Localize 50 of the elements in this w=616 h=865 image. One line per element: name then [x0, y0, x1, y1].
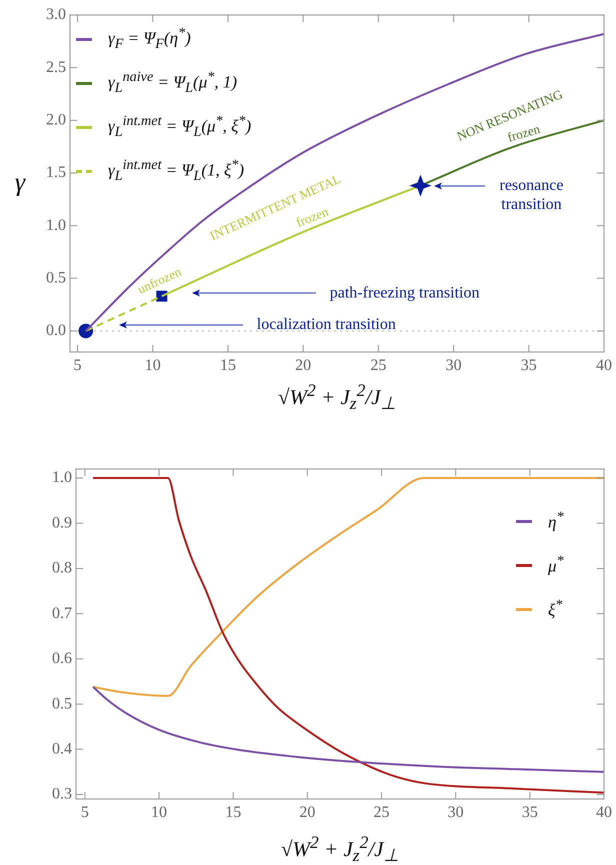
y-tick-label: 0.0 — [46, 322, 66, 340]
y-tick-label: 2.0 — [46, 112, 66, 129]
x-tick-label: 20 — [299, 804, 316, 821]
x-tick-label: 5 — [74, 356, 82, 374]
text: γ$_{L}$$^{int.met}$ = Ψ$_{L}$(μ$^{*}$, ξ$^{*}$) — [108, 112, 252, 140]
x-tick-label: 15 — [225, 804, 242, 821]
x-tick-label: 25 — [374, 804, 390, 821]
x-tick-label: 40 — [596, 804, 612, 821]
x-tick-label: 35 — [522, 804, 538, 821]
legend-label: η$^{*}$ — [548, 509, 564, 533]
legend-label: μ$^{*}$ — [548, 553, 564, 577]
line-series — [92, 686, 604, 773]
annotation: frozen — [506, 120, 542, 145]
x-axis-title: √W$^{2}$ + J$_{z}$$^{2}$/J$_{⊥}$ — [278, 380, 396, 414]
y-tick-label: 0.9 — [52, 514, 72, 532]
y-tick-label: 0.6 — [52, 650, 72, 668]
legend-label: γ$_{L}$$^{naive}$ = Ψ$_{L}$(μ$^{*}$, 1) — [108, 68, 237, 98]
y-tick-label: 2.5 — [46, 58, 66, 76]
x-axis-title: √W$^{2}$ + J$_{z}$$^{2}$/J$_{⊥}$ — [281, 832, 398, 865]
y-tick-label: 1.0 — [52, 469, 72, 486]
y-tick-label: 0.7 — [52, 604, 72, 622]
legend-label: ξ$^{*}$ — [548, 597, 562, 621]
x-tick-label: 10 — [144, 356, 161, 374]
y-axis-title: γ — [14, 167, 26, 196]
y-tick-label: 0.5 — [52, 695, 72, 712]
annotation: resonance transition — [499, 176, 564, 213]
point — [409, 174, 432, 197]
y-tick-label: 0.3 — [52, 786, 72, 803]
x-tick-label: 40 — [596, 356, 612, 374]
y-tick-label: 1.5 — [46, 164, 66, 182]
line-series — [92, 477, 604, 794]
x-tick-label: 30 — [446, 356, 462, 374]
y-tick-label: 0.4 — [52, 740, 72, 758]
legend-label: γ$_{L}$$^{int.met}$ = Ψ$_{L}$(1, ξ$^{*}$) — [108, 156, 244, 186]
x-tick-label: 5 — [80, 804, 89, 821]
annotation: localization transition — [256, 316, 396, 334]
y-tick-label: 0.8 — [52, 560, 72, 577]
x-tick-label: 10 — [151, 804, 168, 821]
x-tick-label: 25 — [370, 356, 386, 374]
x-tick-label: 30 — [448, 804, 464, 821]
x-tick-label: 20 — [295, 356, 312, 374]
y-tick-label: 3.0 — [46, 6, 66, 24]
y-tick-label: 0.5 — [46, 269, 66, 286]
legend-label: γ$_{F}$ = Ψ$_{F}$(η$^{*}$) — [108, 24, 191, 54]
x-tick-label: 15 — [220, 356, 236, 374]
y-tick-label: 1.0 — [46, 216, 66, 234]
annotation: frozen — [294, 204, 331, 230]
line-series — [92, 477, 604, 697]
x-tick-label: 35 — [520, 356, 537, 374]
annotation: path-freezing transition — [330, 284, 480, 302]
